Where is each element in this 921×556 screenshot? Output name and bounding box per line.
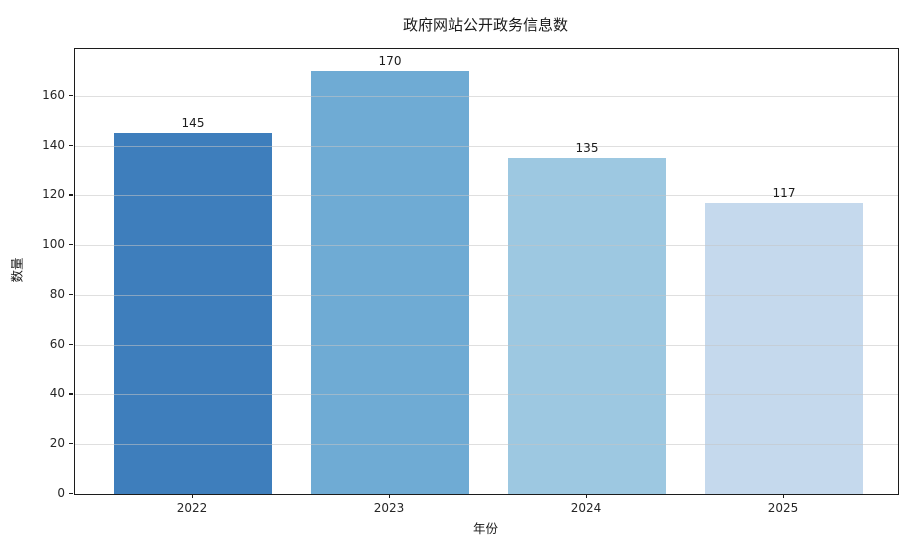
y-tick-mark [69, 244, 73, 246]
y-gridline [75, 344, 898, 346]
y-tick-label: 40 [49, 386, 65, 401]
y-tick-mark [69, 144, 73, 146]
x-tick-mark [389, 494, 391, 498]
y-tick-label: 80 [49, 286, 65, 301]
y-gridline [75, 294, 898, 296]
y-tick-mark [69, 493, 73, 495]
y-tick-label: 160 [42, 87, 65, 102]
bar-2025 [705, 202, 863, 494]
y-gridline [75, 95, 898, 97]
x-tick-mark [192, 494, 194, 498]
y-tick-mark [69, 293, 73, 296]
x-tick-label: 2025 [767, 501, 799, 515]
y-tick-label: 120 [42, 187, 65, 202]
y-gridline [75, 444, 898, 446]
bar-2022 [114, 133, 272, 494]
y-tick-mark [69, 343, 73, 345]
y-tick-label: 20 [49, 436, 65, 451]
y-gridline [75, 195, 898, 197]
y-tick-label: 0 [57, 486, 65, 500]
plot-area: 145 170 135 117 [74, 48, 899, 495]
y-tick-label: 100 [42, 237, 65, 252]
y-gridline [75, 245, 898, 247]
bar-2023 [311, 70, 469, 494]
chart-title: 政府网站公开政务信息数 [402, 16, 568, 34]
x-tick-label: 2024 [570, 501, 602, 515]
y-tick-mark [69, 194, 73, 196]
bar-2024 [508, 158, 666, 494]
y-tick-mark [69, 443, 73, 445]
y-axis-label: 数量 [9, 257, 25, 283]
x-tick-mark [783, 494, 785, 498]
bar-value-label: 135 [575, 141, 599, 155]
y-tick-mark [69, 94, 73, 96]
bar-value-label: 145 [181, 116, 205, 131]
y-gridline [75, 145, 898, 147]
x-tick-label: 2022 [176, 501, 208, 515]
x-tick-mark [586, 494, 588, 498]
x-axis-label: 年份 [472, 521, 498, 536]
bar-value-label: 170 [378, 53, 402, 68]
bar-value-label: 117 [772, 185, 796, 200]
y-gridline [75, 394, 898, 396]
y-tick-label: 60 [49, 336, 65, 351]
x-tick-label: 2023 [373, 501, 405, 515]
y-tick-label: 140 [42, 137, 65, 152]
y-tick-mark [69, 393, 73, 395]
